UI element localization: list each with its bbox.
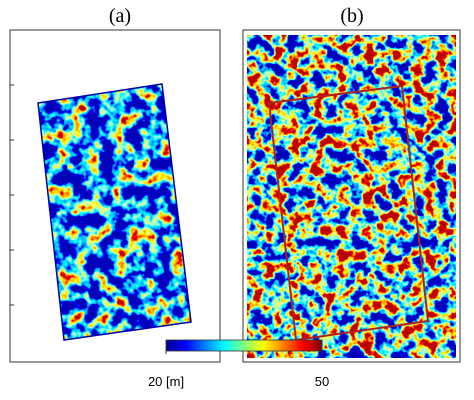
colorbar-tick-label: 50 (315, 374, 329, 389)
colorbar (165, 339, 323, 352)
region-outline (267, 84, 430, 342)
panel-label: (b) (340, 5, 363, 27)
heatmap (38, 84, 191, 340)
panel-label: (a) (109, 5, 131, 27)
heatmap (247, 35, 456, 358)
image-outline (37, 83, 192, 341)
colorbar-tick-label: 20 [m] (148, 374, 184, 389)
